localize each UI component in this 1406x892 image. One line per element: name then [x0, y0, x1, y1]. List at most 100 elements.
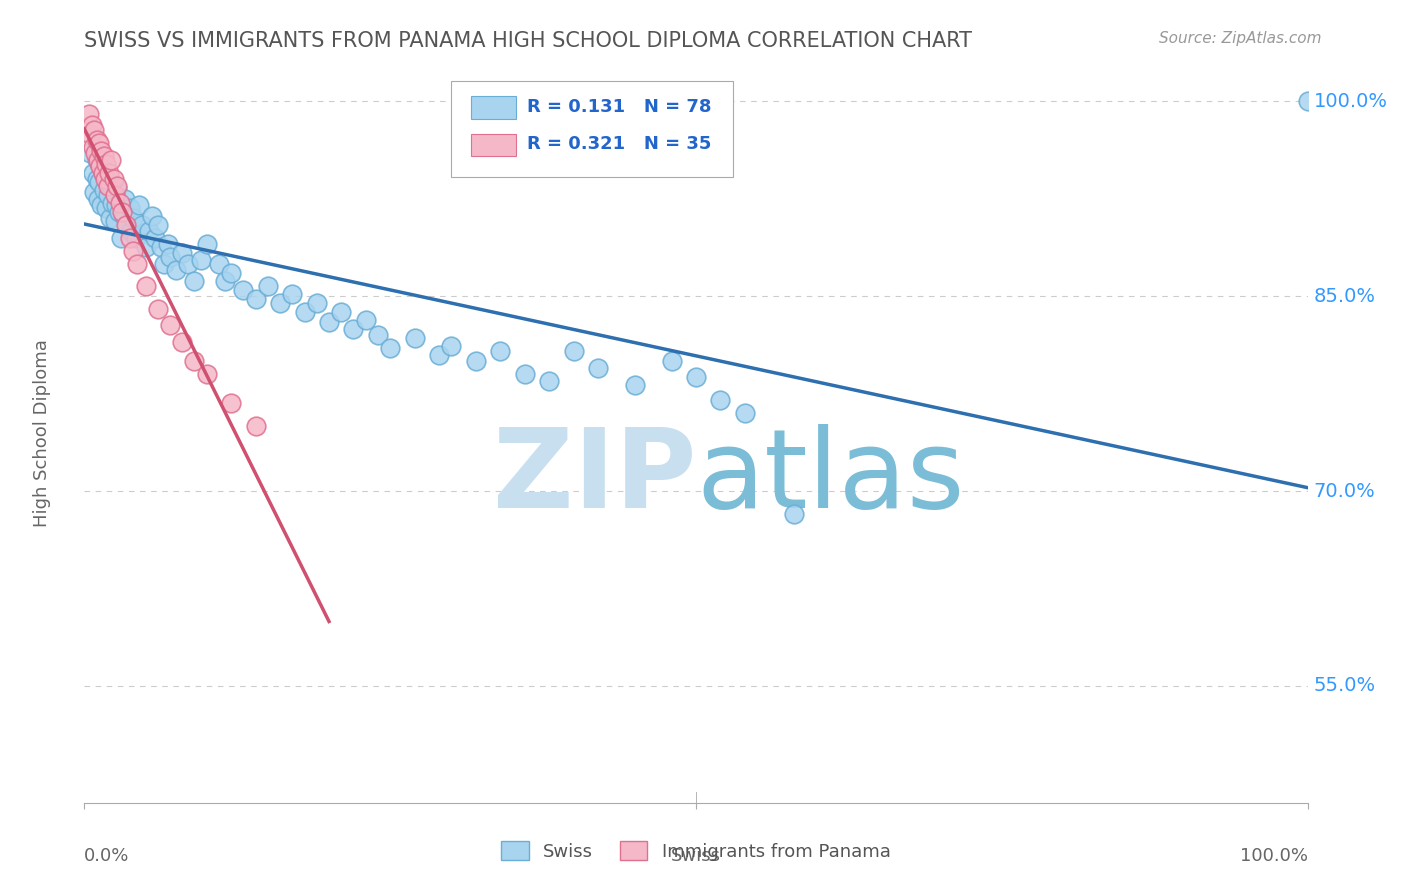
Point [513, 367, 536, 381]
Point [143, 231, 166, 245]
Point [105, 181, 128, 195]
Point [105, 198, 128, 212]
Text: 100.0%: 100.0% [1313, 92, 1388, 111]
Point [110, 231, 132, 245]
Point [219, 266, 242, 280]
Point [159, 250, 181, 264]
Point [100, 153, 122, 167]
Point [91, 166, 114, 180]
Point [685, 369, 707, 384]
Point [86, 172, 108, 186]
Point [104, 214, 127, 228]
Point [101, 195, 124, 210]
Point [183, 354, 205, 368]
Point [1296, 95, 1319, 109]
Point [79, 146, 101, 161]
Point [734, 406, 756, 420]
Point [111, 204, 134, 219]
Point [86, 153, 108, 167]
Text: SWISS VS IMMIGRANTS FROM PANAMA HIGH SCHOOL DIPLOMA CORRELATION CHART: SWISS VS IMMIGRANTS FROM PANAMA HIGH SCH… [84, 31, 973, 51]
Point [89, 159, 111, 173]
Point [281, 286, 304, 301]
Point [83, 123, 105, 137]
Point [77, 107, 100, 121]
Point [342, 322, 364, 336]
Point [87, 136, 110, 150]
Point [562, 343, 585, 358]
Point [165, 263, 187, 277]
Point [97, 166, 120, 180]
Point [125, 231, 148, 245]
Point [146, 302, 169, 317]
Point [624, 377, 647, 392]
Point [90, 144, 112, 158]
Point [427, 348, 450, 362]
Point [146, 218, 169, 232]
Point [367, 328, 389, 343]
Point [138, 224, 160, 238]
Point [232, 283, 254, 297]
Point [93, 183, 115, 197]
Point [115, 218, 138, 232]
Legend: Swiss, Immigrants from Panama: Swiss, Immigrants from Panama [495, 834, 897, 868]
Point [489, 343, 512, 358]
Point [96, 201, 118, 215]
Text: 100.0%: 100.0% [1240, 847, 1308, 865]
Point [783, 508, 806, 522]
Point [153, 257, 176, 271]
Point [104, 188, 127, 202]
Point [294, 305, 316, 319]
Point [440, 338, 463, 352]
FancyBboxPatch shape [471, 96, 516, 119]
Point [93, 149, 115, 163]
Text: 0.0%: 0.0% [84, 847, 129, 865]
Point [219, 396, 242, 410]
Text: Swiss: Swiss [671, 847, 721, 865]
Point [84, 146, 107, 161]
Point [245, 419, 267, 434]
Point [83, 186, 105, 200]
Text: atlas: atlas [696, 424, 965, 531]
Point [208, 257, 231, 271]
Point [135, 240, 157, 254]
Point [118, 231, 141, 245]
Point [661, 354, 683, 368]
Point [108, 195, 131, 210]
Point [82, 140, 104, 154]
Point [709, 393, 731, 408]
Point [125, 257, 148, 271]
Point [79, 127, 101, 141]
Text: ZIP: ZIP [492, 424, 696, 531]
Point [97, 188, 120, 202]
Point [305, 295, 328, 310]
Point [122, 244, 145, 258]
Point [183, 274, 205, 288]
Point [80, 118, 103, 132]
Text: R = 0.131   N = 78: R = 0.131 N = 78 [527, 98, 711, 116]
Point [114, 192, 136, 206]
Point [156, 237, 179, 252]
Point [538, 374, 561, 388]
Point [245, 292, 267, 306]
Point [97, 169, 120, 184]
Point [172, 246, 194, 260]
Point [464, 354, 486, 368]
Text: 70.0%: 70.0% [1313, 482, 1375, 500]
Point [128, 198, 150, 212]
Point [89, 159, 111, 173]
Point [103, 172, 125, 186]
Text: 55.0%: 55.0% [1313, 676, 1376, 696]
FancyBboxPatch shape [451, 81, 733, 178]
Point [87, 192, 110, 206]
Point [195, 367, 218, 381]
Point [131, 218, 153, 232]
Point [120, 224, 142, 238]
Point [97, 178, 120, 193]
Point [94, 172, 117, 186]
Point [86, 133, 108, 147]
Point [190, 252, 212, 267]
Point [159, 318, 181, 332]
Point [380, 341, 402, 355]
Point [141, 209, 163, 223]
Point [177, 257, 200, 271]
